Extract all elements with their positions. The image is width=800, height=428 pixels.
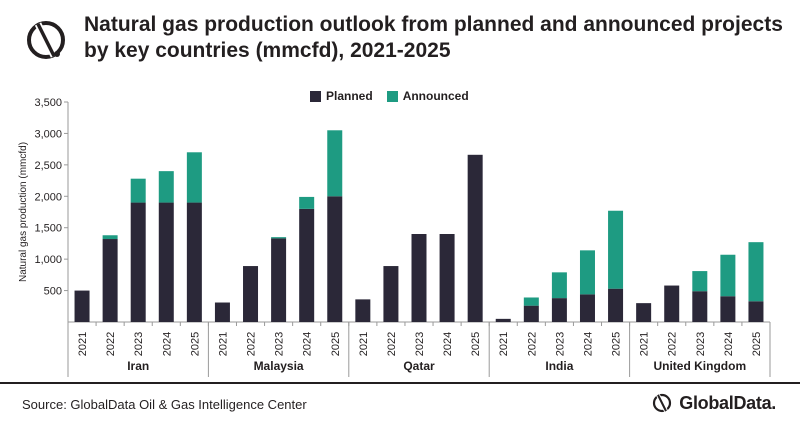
bar-announced <box>720 254 736 297</box>
legend-item-planned: Planned <box>310 89 373 103</box>
bar-planned <box>299 208 315 322</box>
x-tick-label-year: 2023 <box>695 332 707 356</box>
y-axis-label: Natural gas production (mmcfd) <box>18 142 29 282</box>
x-tick-label-year: 2025 <box>470 332 482 356</box>
y-tick-label: 500 <box>44 286 62 298</box>
x-group-label-country: Qatar <box>403 359 435 373</box>
bar-planned <box>186 202 202 322</box>
x-tick-label-year: 2023 <box>133 332 145 356</box>
bar-announced <box>186 152 202 203</box>
bar-announced <box>579 250 595 295</box>
bar-planned <box>327 196 343 322</box>
y-tick-label: 3,000 <box>34 128 62 140</box>
chart-legend: Planned Announced <box>310 89 469 103</box>
bar-planned <box>383 266 399 322</box>
bar-planned <box>720 296 736 322</box>
bar-planned <box>355 299 371 322</box>
legend-label-announced: Announced <box>402 89 469 103</box>
x-tick-label-year: 2021 <box>498 332 510 356</box>
y-tick-label: 2,500 <box>34 160 62 172</box>
legend-label-planned: Planned <box>326 89 373 103</box>
bar-announced <box>608 210 624 289</box>
y-tick-label: 1,000 <box>34 254 62 266</box>
bar-planned <box>74 290 90 322</box>
bar-announced <box>327 130 343 197</box>
x-tick-label-year: 2025 <box>751 332 763 356</box>
bar-planned <box>636 303 652 322</box>
bar-planned <box>439 234 455 322</box>
y-tick-label: 2,000 <box>34 191 62 203</box>
source-note: Source: GlobalData Oil & Gas Intelligenc… <box>22 397 307 412</box>
bar-announced <box>130 178 146 203</box>
x-group-label-country: India <box>545 359 573 373</box>
x-group-label-country: United Kingdom <box>653 359 746 373</box>
y-tick-label: 3,500 <box>34 97 62 109</box>
bar-planned <box>495 318 511 322</box>
globaldata-logo-icon <box>27 21 65 59</box>
bar-announced <box>158 171 174 203</box>
bar-planned <box>692 291 708 322</box>
x-tick-label-year: 2021 <box>217 332 229 356</box>
x-tick-label-year: 2023 <box>414 332 426 356</box>
x-tick-label-year: 2024 <box>161 332 173 356</box>
x-tick-label-year: 2022 <box>667 332 679 356</box>
bar-planned <box>748 301 764 322</box>
bar-planned <box>664 285 680 322</box>
brand-name: GlobalData. <box>679 392 776 413</box>
x-tick-label-year: 2025 <box>189 332 201 356</box>
header: Natural gas production outlook from plan… <box>0 0 800 78</box>
bar-planned <box>411 234 427 322</box>
footer-divider <box>0 382 800 384</box>
x-tick-label-year: 2024 <box>302 332 314 356</box>
x-tick-label-year: 2024 <box>582 332 594 356</box>
x-group-label-country: Malaysia <box>254 359 304 373</box>
x-tick-label-year: 2023 <box>274 332 286 356</box>
bar-announced <box>551 272 567 299</box>
x-tick-label-year: 2022 <box>386 332 398 356</box>
bar-planned <box>608 288 624 322</box>
chart-area: 500 1,000 1,500 2,000 2,500 3,000 3,500 Natural… <box>0 80 800 380</box>
legend-swatch-announced <box>386 90 398 102</box>
bar-announced <box>523 297 539 306</box>
bar-announced <box>692 271 708 292</box>
x-tick-label-year: 2022 <box>105 332 117 356</box>
x-tick-label-year: 2021 <box>639 332 651 356</box>
chart-title-line-2: by key countries (mmcfd), 2021-2025 <box>84 39 451 62</box>
bar-planned <box>130 202 146 322</box>
bar-planned <box>551 298 567 322</box>
bar-announced <box>271 237 287 239</box>
x-tick-label-year: 2021 <box>358 332 370 356</box>
legend-swatch-planned <box>310 90 321 102</box>
bar-planned <box>579 294 595 322</box>
x-group-label-country: Iran <box>127 359 149 373</box>
bar-planned <box>467 154 483 322</box>
x-tick-label-year: 2023 <box>554 332 566 356</box>
x-tick-label-year: 2021 <box>77 332 89 356</box>
bar-announced <box>299 196 315 209</box>
stacked-bar-chart: 500 1,000 1,500 2,000 2,500 3,000 3,500 Natural… <box>18 97 771 377</box>
bar-planned <box>214 302 230 322</box>
x-tick-label-year: 2022 <box>246 332 258 356</box>
globaldata-brand-icon <box>653 393 672 413</box>
x-tick-label-year: 2024 <box>723 332 735 356</box>
x-tick-label-year: 2024 <box>442 332 454 356</box>
chart-title: Natural gas production outlook from plan… <box>84 12 784 64</box>
bar-planned <box>102 239 118 322</box>
legend-item-announced: Announced <box>386 89 469 103</box>
bar-planned <box>158 202 174 322</box>
bar-planned <box>271 238 287 322</box>
x-tick-label-year: 2025 <box>330 332 342 356</box>
bar-announced <box>748 242 764 302</box>
brand-logo: GlobalData. <box>651 392 776 414</box>
chart-title-line-1: Natural gas production outlook from plan… <box>84 13 783 36</box>
x-tick-label-year: 2022 <box>526 332 538 356</box>
bar-planned <box>523 305 539 322</box>
y-tick-label: 1,500 <box>34 223 62 235</box>
bar-planned <box>243 266 259 322</box>
bar-announced <box>102 235 118 240</box>
x-tick-label-year: 2025 <box>611 332 623 356</box>
